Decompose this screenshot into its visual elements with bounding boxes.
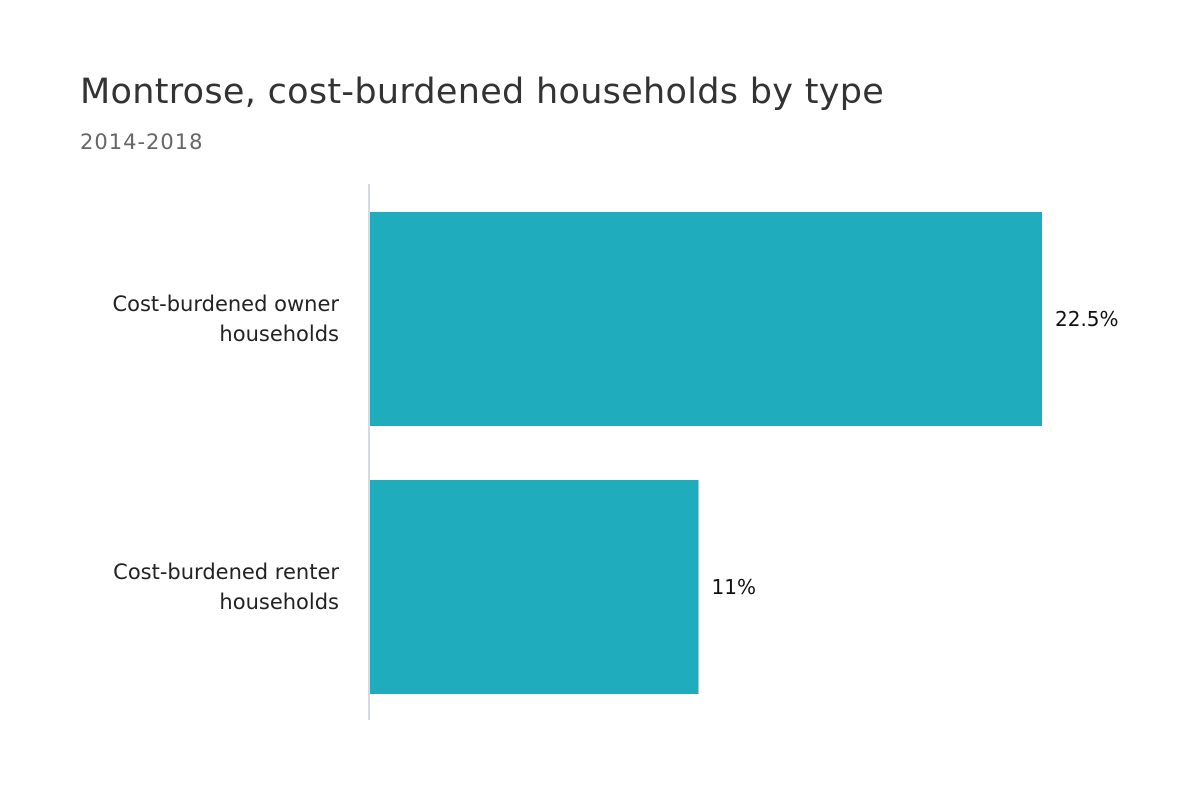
bar-0 <box>370 212 1042 426</box>
category-label-1: Cost-burdened renter households <box>113 560 339 614</box>
category-label-line: households <box>219 590 339 614</box>
value-label-1: 11% <box>712 575 756 599</box>
bars-layer <box>370 212 1042 694</box>
category-label-line: Cost-burdened renter <box>113 560 339 584</box>
chart-title: Montrose, cost-burdened households by ty… <box>80 72 885 112</box>
category-label-0: Cost-burdened owner households <box>112 292 339 346</box>
bar-1 <box>370 480 699 694</box>
labels-layer: 22.5% Cost-burdened owner households 11% Cos… <box>112 292 1118 614</box>
chart-subtitle: 2014-2018 <box>80 130 204 154</box>
value-label-0: 22.5% <box>1055 307 1119 331</box>
category-label-line: households <box>219 322 339 346</box>
category-label-line: Cost-burdened owner <box>112 292 339 316</box>
